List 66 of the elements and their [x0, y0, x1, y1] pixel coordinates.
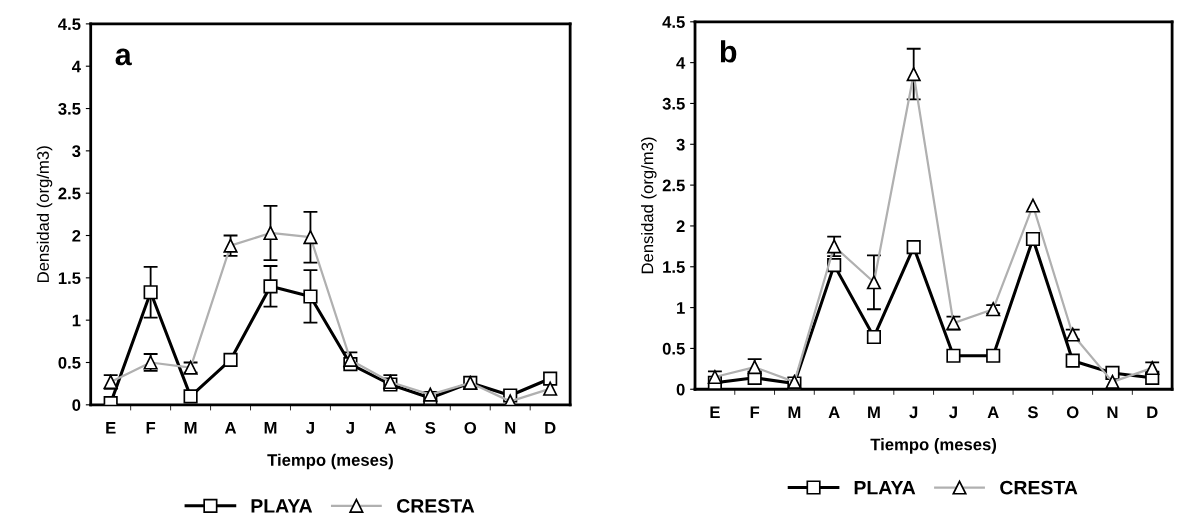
y-tick-label: 2 [72, 229, 81, 242]
x-tick-label: F [750, 406, 760, 418]
y-tick-label: 4.5 [662, 16, 685, 28]
legend-label: PLAYA [854, 480, 916, 495]
x-tick-label: N [1107, 406, 1118, 418]
point [223, 352, 238, 368]
y-tick-label: 3.5 [58, 102, 81, 115]
x-tick-label: A [828, 406, 840, 418]
y-tick-label: 1 [677, 302, 685, 314]
y-tick-label: 1.5 [58, 272, 81, 285]
point [1025, 231, 1041, 247]
x-tick-label: D [1147, 406, 1158, 418]
point [866, 329, 882, 345]
y-tick-label: 0 [72, 399, 81, 412]
y-tick-label: 2.5 [58, 187, 81, 200]
x-tick-label: F [146, 422, 156, 434]
y-tick-label: 0 [676, 383, 685, 396]
y-tick-label: 4 [71, 60, 81, 73]
x-tick-label: J [306, 422, 314, 434]
legend-label: CRESTA [397, 499, 475, 513]
x-tick-label: E [106, 422, 116, 434]
y-tick-label: 0.5 [662, 342, 685, 355]
y-tick-label: 3 [676, 138, 685, 151]
annotation: b [720, 40, 737, 63]
x-tick-label: M [264, 422, 277, 434]
point [906, 240, 921, 255]
x-tick-label: J [346, 422, 354, 434]
legend-label: CRESTA [1000, 480, 1078, 495]
x-tick-label: D [545, 422, 556, 434]
x-tick-label: S [425, 421, 436, 434]
y-tick-label: 4 [676, 57, 686, 69]
x-tick-label: M [868, 406, 880, 418]
point [183, 389, 198, 404]
x-tick-label: S [1027, 406, 1038, 419]
x-tick-label: O [464, 421, 477, 434]
y-tick-label: 3.5 [662, 97, 685, 110]
point [143, 285, 158, 300]
y-tick-label: 4.5 [58, 18, 81, 31]
point [543, 371, 558, 386]
x-tick-label: O [1066, 406, 1079, 419]
x-tick-label: M [184, 422, 197, 434]
x-axis-title: Tiempo (meses) [870, 438, 997, 454]
y-tick-label: 2.5 [662, 179, 685, 192]
point [946, 348, 961, 363]
y-tick-label: 0.5 [58, 356, 81, 369]
x-tick-label: A [384, 422, 396, 434]
x-tick-label: J [909, 406, 918, 419]
y-tick-label: 1.5 [663, 261, 685, 273]
point [263, 279, 278, 294]
x-tick-label: N [505, 422, 516, 434]
x-tick-label: M [788, 406, 801, 418]
annotation: a [115, 48, 132, 66]
y-tick-label: 1 [72, 314, 81, 327]
point [1065, 353, 1080, 368]
legend-label: PLAYA [251, 499, 313, 513]
x-tick-label: A [987, 406, 999, 418]
x-tick-label: A [224, 422, 237, 434]
x-tick-label: J [949, 406, 957, 419]
point [303, 289, 318, 304]
y-tick-label: 2 [676, 220, 685, 232]
y-axis-title: Densidad (org/m3) [641, 137, 657, 274]
point [986, 348, 1001, 363]
y-tick-label: 3 [72, 145, 81, 158]
x-axis-title: Tiempo (meses) [267, 453, 393, 470]
y-axis-title: Densidad (org/m3) [36, 146, 53, 282]
x-tick-label: E [710, 406, 720, 418]
